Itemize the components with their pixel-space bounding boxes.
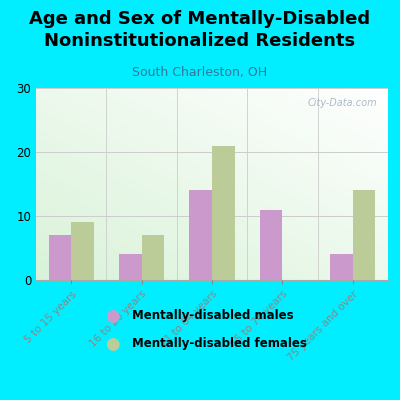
Text: South Charleston, OH: South Charleston, OH	[132, 66, 268, 79]
Bar	[212, 146, 234, 280]
Text: Mentally-disabled females: Mentally-disabled females	[132, 338, 307, 350]
Bar	[353, 190, 375, 280]
Bar	[49, 235, 71, 280]
Text: ●: ●	[105, 307, 119, 325]
Text: City-Data.com: City-Data.com	[308, 98, 378, 108]
Bar	[119, 254, 142, 280]
Bar	[330, 254, 353, 280]
Text: Mentally-disabled males: Mentally-disabled males	[132, 310, 294, 322]
Text: ●: ●	[105, 335, 119, 353]
Bar	[260, 210, 282, 280]
Bar	[71, 222, 94, 280]
Bar	[142, 235, 164, 280]
Bar	[190, 190, 212, 280]
Text: Age and Sex of Mentally-Disabled
Noninstitutionalized Residents: Age and Sex of Mentally-Disabled Noninst…	[30, 10, 370, 50]
